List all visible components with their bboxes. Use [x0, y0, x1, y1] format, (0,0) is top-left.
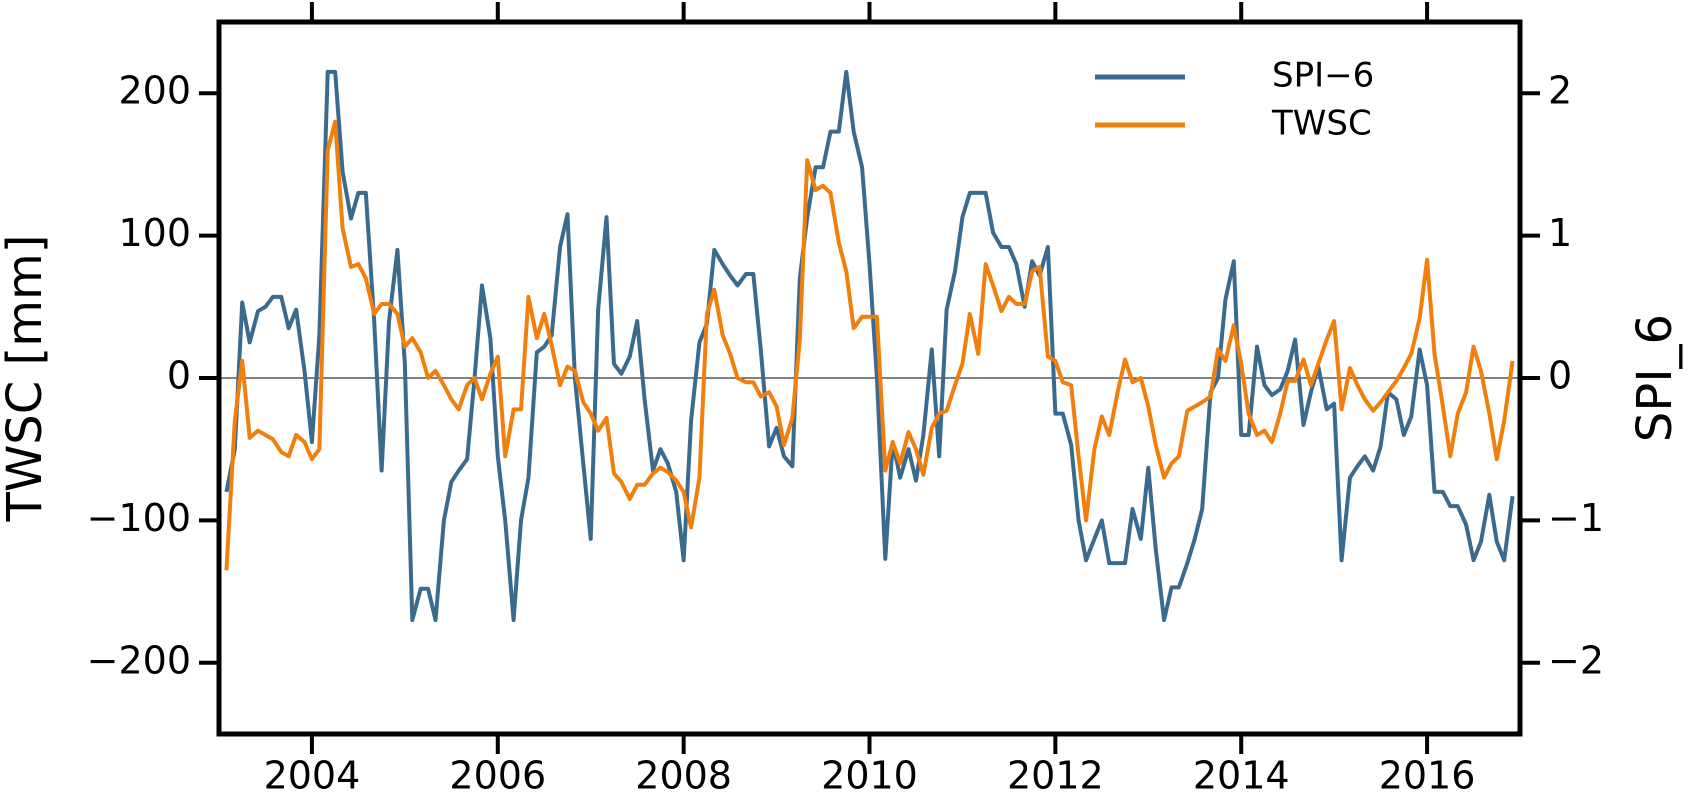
y2-tick-label: 1 [1548, 211, 1572, 255]
y2-tick-label: −2 [1548, 638, 1604, 682]
x-tick-label: 2012 [1007, 754, 1104, 798]
y2-tick-label: 2 [1548, 69, 1572, 113]
x-tick-label: 2014 [1193, 754, 1290, 798]
plot-frame [216, 19, 1523, 737]
series-line [224, 69, 1515, 623]
x-tick-label: 2006 [449, 754, 546, 798]
y2-axis-label: SPI_6 [1627, 314, 1683, 442]
x-tick-label: 2010 [821, 754, 918, 798]
x-tick-label: 2016 [1379, 754, 1476, 798]
series-line [224, 119, 1515, 571]
y2-tick-label: 0 [1548, 354, 1572, 398]
x-tick-label: 2004 [264, 754, 361, 798]
y2-tick-label: −1 [1548, 496, 1604, 540]
y-tick-label: 0 [167, 354, 191, 398]
y-tick-label: 100 [118, 211, 191, 255]
legend-label: SPI−6 [1272, 56, 1374, 96]
y-axis-label: TWSC [mm] [0, 235, 53, 523]
y-tick-label: 200 [118, 69, 191, 113]
y-tick-label: −100 [87, 496, 191, 540]
y-tick-label: −200 [87, 638, 191, 682]
legend-label: TWSC [1271, 104, 1372, 144]
x-tick-label: 2008 [635, 754, 732, 798]
